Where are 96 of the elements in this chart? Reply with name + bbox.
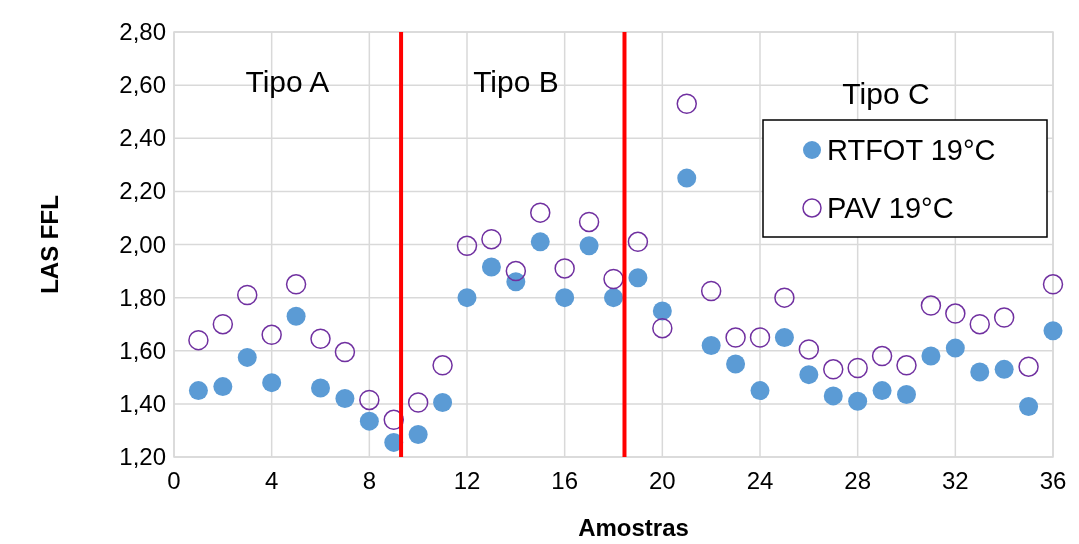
point <box>799 365 819 385</box>
point <box>237 284 258 306</box>
point <box>334 341 356 363</box>
point <box>871 345 893 367</box>
point <box>920 295 942 316</box>
point <box>897 385 916 405</box>
point <box>749 327 771 348</box>
x-tick-label: 20 <box>648 467 676 494</box>
point <box>627 231 649 253</box>
legend-label: PAV 19°C <box>827 192 954 224</box>
point <box>481 257 501 277</box>
y-tick-label: 2,00 <box>119 230 166 258</box>
point <box>994 359 1014 379</box>
legend-label: RTFOT 19°C <box>827 134 996 166</box>
point <box>726 354 746 374</box>
point <box>311 378 330 398</box>
point <box>554 258 575 279</box>
point <box>261 324 282 346</box>
point <box>530 232 550 252</box>
point <box>700 280 722 302</box>
x-tick-label: 0 <box>167 467 181 494</box>
point <box>457 288 477 308</box>
point <box>969 313 990 335</box>
point <box>285 274 307 295</box>
point <box>579 236 599 256</box>
point <box>774 287 795 308</box>
point <box>970 362 990 382</box>
point <box>555 288 575 308</box>
point <box>652 301 672 321</box>
y-tick-label: 2,60 <box>119 71 166 99</box>
point <box>896 355 917 376</box>
point <box>676 93 697 114</box>
point <box>212 313 234 335</box>
annotation: Tipo C <box>842 77 930 111</box>
point <box>993 307 1015 328</box>
point <box>604 288 623 308</box>
point <box>286 306 306 326</box>
point <box>359 389 380 411</box>
point <box>1043 321 1063 341</box>
x-tick-label: 4 <box>264 467 279 494</box>
y-tick-label: 2,40 <box>119 124 166 152</box>
point <box>823 386 843 406</box>
point <box>677 168 697 188</box>
x-tick-label: 36 <box>1039 467 1067 494</box>
point <box>188 329 209 351</box>
point <box>921 346 941 366</box>
point <box>847 357 868 379</box>
point <box>1019 397 1039 417</box>
point <box>432 355 453 376</box>
y-tick-label: 1,20 <box>119 443 166 470</box>
point <box>481 228 502 250</box>
y-tick-label: 1,80 <box>119 283 166 311</box>
point <box>628 268 648 288</box>
x-tick-label: 12 <box>453 467 481 494</box>
point <box>578 211 600 233</box>
point <box>750 381 770 401</box>
y-tick-label: 1,40 <box>119 389 166 417</box>
x-tick-label: 24 <box>746 467 774 494</box>
point <box>335 389 355 409</box>
y-tick-label: 2,20 <box>119 177 166 205</box>
point <box>725 327 746 348</box>
x-tick-label: 28 <box>844 467 872 494</box>
point <box>823 359 844 380</box>
point <box>456 235 478 257</box>
point <box>652 317 673 339</box>
point <box>407 392 429 413</box>
point <box>237 347 257 367</box>
point <box>701 335 721 355</box>
point <box>945 338 965 358</box>
point <box>359 411 379 431</box>
point <box>383 409 404 431</box>
x-tick-label: 16 <box>551 467 579 494</box>
point <box>848 391 868 411</box>
point <box>774 327 794 347</box>
point <box>213 377 233 397</box>
point <box>798 339 820 360</box>
y-tick-label: 2,80 <box>119 18 166 45</box>
point <box>945 303 966 324</box>
x-axis-title: Amostras <box>578 514 689 541</box>
point <box>603 268 624 290</box>
point <box>505 260 527 282</box>
point <box>530 202 551 223</box>
y-tick-label: 1,60 <box>119 336 166 364</box>
point <box>188 381 208 401</box>
point <box>262 373 282 393</box>
point <box>872 381 892 401</box>
y-axis-title: LAS FFL <box>36 195 63 294</box>
x-tick-label: 8 <box>362 467 377 494</box>
point <box>433 393 453 413</box>
point <box>408 424 428 444</box>
annotation: Tipo A <box>245 64 330 98</box>
point <box>310 328 331 350</box>
annotation: Tipo B <box>473 64 559 98</box>
point <box>1042 274 1064 295</box>
x-tick-label: 32 <box>941 467 969 494</box>
point <box>1018 356 1039 377</box>
